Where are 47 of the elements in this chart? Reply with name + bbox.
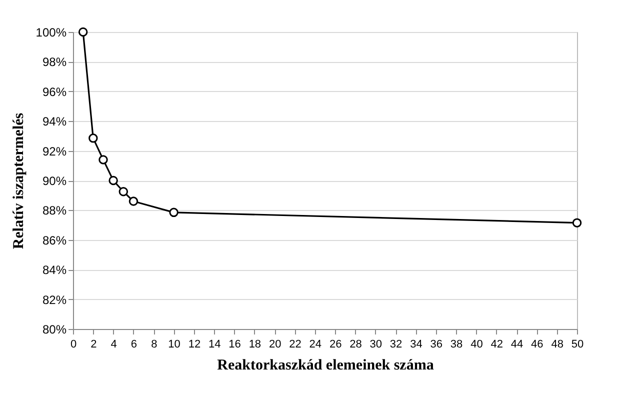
y-tick-label: 90% [42,174,67,188]
y-tick-label: 98% [42,55,67,70]
x-tick-label: 42 [490,338,503,350]
y-tick-label: 86% [42,233,67,248]
x-tick-label: 4 [110,338,117,350]
x-tick-label: 32 [390,338,402,350]
x-tick-label: 26 [329,338,342,350]
x-tick-label: 44 [510,338,524,350]
x-tick-label: 46 [531,338,544,350]
y-tick-label: 82% [42,292,67,307]
x-tick-label: 38 [450,338,463,350]
point [98,155,108,164]
x-tick-label: 2 [90,338,97,350]
x-tick-label: 28 [350,338,362,350]
x-tick-label: 20 [268,338,282,350]
x-tick-label: 40 [470,338,483,350]
x-axis-title: Reaktorkaszkád elemeinek száma [217,358,434,374]
x-tick-label: 30 [370,338,382,350]
y-tick-label: 100% [36,26,67,40]
x-tick-label: 22 [289,338,302,350]
point [169,208,178,218]
y-tick-label: 80% [42,322,67,336]
x-tick-label: 0 [70,338,77,350]
point [118,187,128,196]
x-tick-label: 10 [168,338,180,350]
x-tick-label: 48 [551,338,564,350]
x-tick-label: 18 [248,338,262,350]
y-tick-label: 84% [42,263,67,278]
y-tick-label: 88% [42,204,67,218]
point [78,27,88,37]
x-tick-label: 12 [188,338,201,350]
x-tick-label: 6 [130,338,138,350]
x-tick-label: 8 [151,338,158,350]
x-tick-label: 16 [228,338,241,350]
x-tick-label: 24 [309,338,322,350]
point [572,218,582,228]
point [108,176,118,186]
point [128,196,138,206]
y-tick-label: 96% [42,84,67,99]
y-tick-label: 92% [42,144,67,158]
y-tick-label: 94% [42,114,67,129]
point [88,134,98,143]
x-tick-label: 34 [410,338,422,350]
x-tick-label: 14 [208,338,221,350]
x-tick-label: 50 [571,338,584,350]
x-tick-label: 36 [430,338,443,350]
y-axis-title: Relatív iszaptermelés [10,112,27,250]
